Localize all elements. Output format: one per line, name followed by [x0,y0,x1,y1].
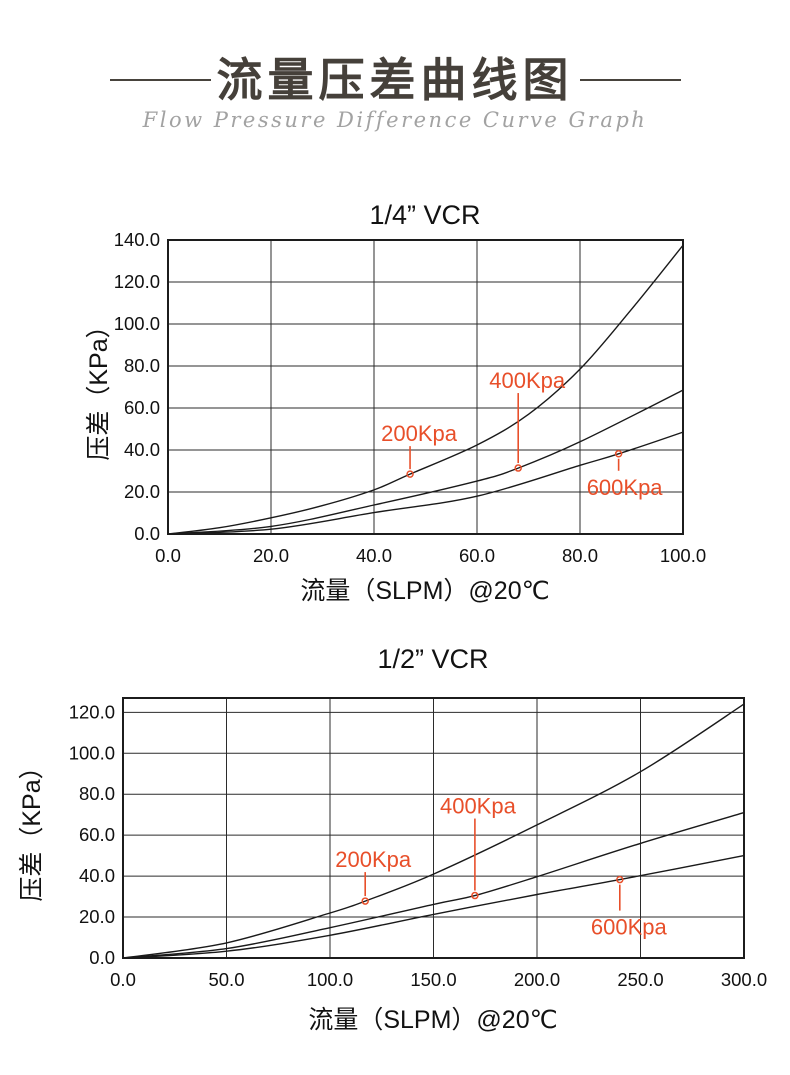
page-title: 流量压差曲线图 [216,54,574,106]
x-tick-label: 250.0 [617,969,663,990]
x-axis-label: 流量（SLPM）@20℃ [300,577,549,605]
y-tick-label: 80.0 [124,355,160,376]
x-tick-label: 50.0 [208,969,244,990]
annotation-label: 200Kpa [335,847,412,872]
chart-title: 1/4” VCR [369,200,480,230]
y-tick-label: 40.0 [124,439,160,460]
y-tick-label: 120.0 [69,701,115,722]
y-tick-label: 0.0 [134,523,160,544]
annotation-200Kpa: 200Kpa [335,847,412,905]
annotation-label: 400Kpa [440,794,517,819]
annotation-label: 400Kpa [489,368,566,393]
x-tick-label: 40.0 [356,545,392,566]
curve-200Kpa [167,244,684,535]
annotation-label: 200Kpa [381,421,458,446]
y-tick-label: 60.0 [124,397,160,418]
y-tick-label: 20.0 [79,906,115,927]
annotation-point-marker [616,875,624,884]
annotation-label: 600Kpa [587,475,664,500]
x-tick-label: 20.0 [253,545,289,566]
x-tick-label: 80.0 [562,545,598,566]
annotation-point-marker [406,470,414,478]
y-tick-label: 120.0 [114,271,160,292]
y-tick-label: 20.0 [124,481,160,502]
x-tick-label: 150.0 [410,969,456,990]
x-tick-label: 60.0 [459,545,495,566]
x-tick-label: 100.0 [307,969,353,990]
curve-200Kpa [122,703,745,959]
page-header: 流量压差曲线图 Flow Pressure Difference Curve G… [0,0,790,132]
chart-quarter-vcr: 1/4” VCR 0.0 20.0 40.0 60.0 80.0 100.0 0.0 20.0 4… [85,200,706,605]
curve-400Kpa [122,811,745,959]
annotation-point-marker [361,897,369,905]
x-tick-label: 0.0 [155,545,181,566]
title-divider-left [109,79,211,82]
curve-400Kpa [167,389,684,535]
plot-border [122,697,745,959]
annotation-point-marker [614,450,623,458]
x-tick-label: 300.0 [721,969,767,990]
x-tick-label: 100.0 [660,545,706,566]
y-axis-label: 压差（KPa） [85,313,113,460]
curve-600Kpa [167,431,684,535]
page-subtitle: Flow Pressure Difference Curve Graph [142,108,648,133]
plot-border [167,239,684,535]
curve-600Kpa [122,854,745,959]
x-tick-label: 0.0 [110,969,136,990]
y-axis-label: 压差（KPa） [18,754,46,901]
y-tick-label: 60.0 [79,824,115,845]
y-tick-label: 80.0 [79,783,115,804]
annotation-label: 600Kpa [591,915,668,940]
y-tick-label: 40.0 [79,865,115,886]
annotation-point-marker [471,891,479,900]
title-row: 流量压差曲线图 [0,56,790,104]
x-tick-label: 200.0 [514,969,560,990]
y-tick-label: 100.0 [69,742,115,763]
annotation-600Kpa: 600Kpa [587,450,664,500]
annotation-400Kpa: 400Kpa [489,368,566,472]
y-tick-label: 100.0 [114,313,160,334]
chart-title: 1/2” VCR [377,644,488,674]
y-tick-label: 140.0 [114,229,160,250]
annotation-400Kpa: 400Kpa [440,794,517,900]
annotation-point-marker [514,464,522,472]
x-axis-label: 流量（SLPM）@20℃ [308,1006,557,1034]
title-divider-right [579,79,681,82]
annotation-600Kpa: 600Kpa [591,875,668,940]
annotation-200Kpa: 200Kpa [381,421,458,478]
y-tick-label: 0.0 [89,947,115,968]
chart-half-vcr: 1/2” VCR 0.0 50.0 100.0 150.0 200.0 250.0 300.0… [18,644,767,1034]
